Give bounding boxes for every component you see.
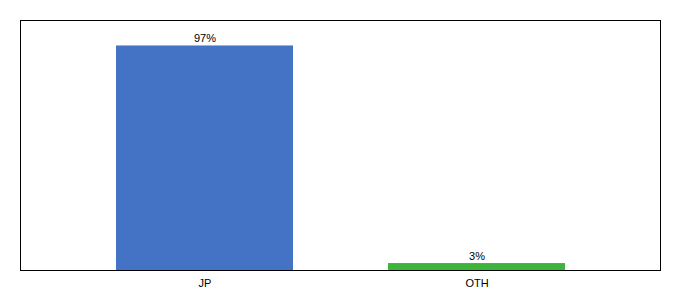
svg-text:97%: 97% xyxy=(194,32,216,44)
svg-text:3%: 3% xyxy=(469,250,485,262)
svg-text:JP: JP xyxy=(199,277,212,289)
svg-text:OTH: OTH xyxy=(465,277,488,289)
